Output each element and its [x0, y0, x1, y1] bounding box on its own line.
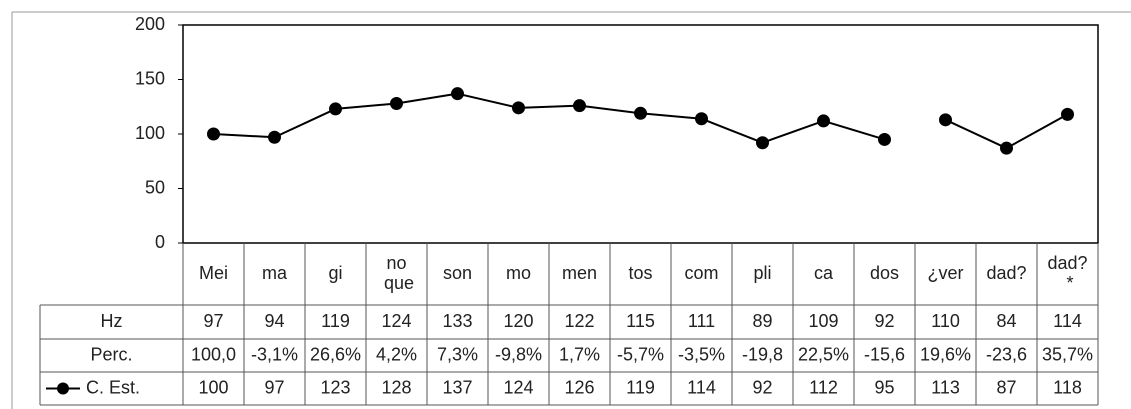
line-segment — [640, 112, 702, 120]
x-tick-label: dad? * — [1047, 253, 1087, 293]
line-segment — [396, 92, 458, 105]
table-cell: -3,5% — [678, 344, 725, 364]
data-point — [695, 112, 708, 126]
line-segment — [945, 118, 1007, 150]
table-cell: 114 — [1053, 311, 1082, 331]
table-cell: 113 — [931, 377, 960, 397]
table-cell: 118 — [1053, 377, 1082, 397]
x-tick-label: son — [443, 263, 472, 283]
table-cell: 120 — [503, 311, 533, 331]
table-cell: 119 — [321, 311, 350, 331]
x-tick-label: no que — [379, 253, 414, 293]
row-label: Perc. — [90, 344, 132, 364]
data-point — [207, 127, 220, 141]
table-cell: 92 — [874, 311, 894, 331]
data-point — [1000, 141, 1013, 155]
x-tick-label: dos — [870, 263, 899, 283]
table-cell: 95 — [874, 377, 894, 397]
table-cell: 124 — [381, 311, 411, 331]
table-cell: 35,7% — [1042, 344, 1093, 364]
y-tick-label: 0 — [155, 232, 165, 252]
data-point — [756, 136, 769, 150]
data-point — [573, 99, 586, 113]
data-point — [817, 114, 830, 128]
table-cell: 89 — [752, 311, 772, 331]
table-cell: 7,3% — [437, 344, 478, 364]
data-point — [878, 132, 891, 146]
table-cell: 97 — [264, 377, 284, 397]
line-segment — [335, 102, 397, 110]
table-cell: 111 — [688, 311, 715, 331]
line-segment — [823, 119, 885, 141]
data-point — [451, 87, 464, 101]
line-segment — [762, 119, 824, 144]
table-cell: 119 — [626, 377, 655, 397]
table-cell: 133 — [442, 311, 472, 331]
table-cell: 126 — [564, 377, 594, 397]
table-cell: 112 — [809, 377, 838, 397]
table-cell: -15,6 — [864, 344, 905, 364]
table-cell: 87 — [996, 377, 1016, 397]
x-tick-label: pli — [753, 263, 771, 283]
table-cell: 110 — [931, 311, 960, 331]
y-tick-label: 200 — [135, 14, 165, 34]
line-segment — [518, 104, 580, 109]
line-segment — [579, 104, 641, 115]
legend-marker-dot — [57, 382, 69, 395]
x-tick-label: ca — [814, 263, 834, 283]
table-cell: 124 — [503, 377, 533, 397]
table-cell: 92 — [752, 377, 772, 397]
table-cell: 1,7% — [559, 344, 600, 364]
y-tick-label: 100 — [135, 123, 165, 143]
table-cell: 115 — [626, 311, 655, 331]
data-point — [634, 106, 647, 120]
table-cell: 84 — [996, 311, 1016, 331]
table-cell: 137 — [442, 377, 472, 397]
table-cell: 19,6% — [920, 344, 971, 364]
table-cell: 94 — [264, 311, 284, 331]
table-cell: -9,8% — [495, 344, 542, 364]
table-cell: 22,5% — [798, 344, 849, 364]
line-segment — [457, 92, 519, 109]
data-point — [329, 102, 342, 116]
table-cell: 4,2% — [376, 344, 417, 364]
table-cell: 122 — [564, 311, 594, 331]
x-tick-label: Mei — [199, 263, 228, 283]
table-cell: 114 — [687, 377, 716, 397]
table-cell: 100 — [198, 377, 228, 397]
data-point — [939, 113, 952, 127]
x-tick-label: gi — [328, 263, 342, 283]
x-tick-label: ¿ver — [928, 263, 964, 283]
x-tick-label: dad? — [986, 263, 1026, 283]
y-tick-label: 150 — [135, 68, 165, 88]
table-cell: 128 — [381, 377, 411, 397]
line-segment — [701, 117, 763, 144]
table-cell: -19,8 — [742, 344, 783, 364]
x-tick-label: tos — [628, 263, 652, 283]
data-point — [268, 130, 281, 144]
x-tick-label: com — [684, 263, 718, 283]
table-cell: 123 — [320, 377, 350, 397]
line-segment — [1006, 113, 1068, 150]
table-cell: 100,0 — [191, 344, 236, 364]
table-cell: -5,7% — [617, 344, 664, 364]
line-segment — [213, 133, 275, 139]
legend-label: C. Est. — [86, 377, 140, 397]
x-tick-label: mo — [506, 263, 531, 283]
row-label: Hz — [101, 311, 123, 331]
y-tick-label: 50 — [145, 177, 165, 197]
line-segment — [274, 108, 336, 139]
x-tick-label: men — [562, 263, 597, 283]
table-cell: 109 — [808, 311, 838, 331]
data-point — [1061, 107, 1074, 121]
plot-frame — [182, 24, 1099, 244]
table-cell: 26,6% — [310, 344, 361, 364]
table-cell: 97 — [203, 311, 223, 331]
data-point — [390, 96, 403, 110]
table-cell: -23,6 — [986, 344, 1027, 364]
table-cell: -3,1% — [251, 344, 298, 364]
x-tick-label: ma — [262, 263, 288, 283]
data-point — [512, 101, 525, 115]
